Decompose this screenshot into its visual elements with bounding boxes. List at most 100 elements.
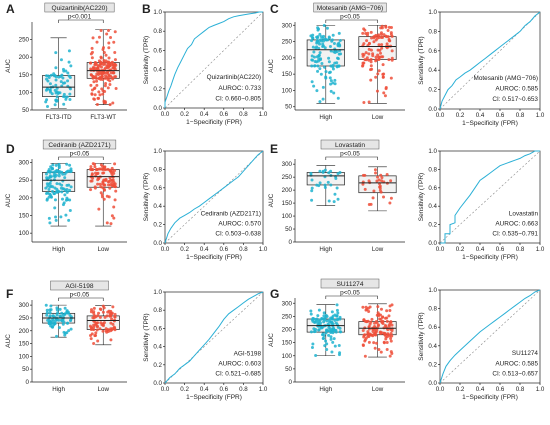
- data-point: [313, 59, 317, 63]
- data-point: [54, 99, 58, 103]
- data-point: [361, 182, 365, 186]
- data-point: [319, 72, 323, 76]
- data-point: [323, 344, 327, 348]
- y-tick-label: 50: [285, 366, 292, 373]
- data-point: [104, 53, 108, 57]
- significance-bracket: [58, 156, 104, 160]
- data-point: [93, 86, 97, 90]
- data-point: [94, 323, 98, 327]
- data-point: [68, 198, 72, 202]
- data-point: [364, 305, 368, 309]
- chance-diagonal: [439, 289, 541, 384]
- data-point: [331, 33, 335, 37]
- data-point: [45, 87, 49, 91]
- data-point: [390, 49, 394, 53]
- data-point: [90, 92, 94, 96]
- data-point: [97, 35, 101, 39]
- y-tick-label: 250: [19, 177, 30, 184]
- data-point: [52, 321, 56, 325]
- data-point: [379, 51, 383, 55]
- data-point: [390, 329, 394, 333]
- y-tick-label: 300: [19, 160, 30, 167]
- data-point: [97, 96, 101, 100]
- data-point: [112, 71, 116, 75]
- data-point: [361, 329, 365, 333]
- data-point: [381, 321, 385, 325]
- data-point: [367, 335, 371, 339]
- data-point: [363, 333, 367, 337]
- data-point: [112, 216, 116, 220]
- x-tick-label: 0.4: [200, 386, 209, 393]
- x-tick-label: 0.4: [476, 112, 485, 119]
- y-tick-label: 0.8: [428, 166, 437, 173]
- data-point: [383, 94, 387, 98]
- data-point: [54, 51, 58, 55]
- data-point: [327, 36, 331, 40]
- data-point: [310, 39, 314, 43]
- y-tick-label: 0.2: [153, 86, 162, 93]
- auroc-label: AUROC: 0.663: [495, 221, 538, 228]
- panel-letter: B: [142, 2, 151, 16]
- data-point: [109, 321, 113, 325]
- data-point: [113, 63, 117, 67]
- data-point: [382, 33, 386, 37]
- data-point: [67, 74, 71, 78]
- x-tick-label: High: [52, 246, 65, 253]
- box-group-2: [86, 162, 120, 227]
- data-point: [381, 315, 385, 319]
- data-point: [310, 58, 314, 62]
- data-point: [65, 162, 69, 166]
- data-point: [387, 37, 391, 41]
- y-tick-label: 0.6: [153, 185, 162, 192]
- data-point: [114, 86, 118, 90]
- data-point: [378, 48, 382, 52]
- x-tick-label: Low: [98, 386, 110, 393]
- box-group-2: [358, 24, 397, 104]
- data-point: [379, 317, 383, 321]
- data-point: [374, 75, 378, 79]
- data-point: [49, 73, 53, 77]
- data-point: [338, 44, 342, 48]
- data-point: [337, 31, 341, 35]
- drug-title-box: [320, 139, 380, 150]
- plot-frame: [439, 289, 541, 384]
- data-point: [377, 323, 381, 327]
- box-group-1: [42, 162, 76, 227]
- data-point: [47, 322, 51, 326]
- data-point: [98, 63, 102, 67]
- y-tick-label: 0.8: [153, 28, 162, 35]
- data-point: [101, 62, 105, 66]
- data-point: [69, 185, 73, 189]
- data-point: [101, 78, 105, 82]
- y-tick-label: 200: [282, 187, 293, 194]
- data-point: [55, 95, 59, 99]
- ci-label: CI: 0.503~0.638: [215, 231, 261, 238]
- data-point: [61, 172, 65, 176]
- data-point: [66, 311, 70, 315]
- data-point: [54, 173, 58, 177]
- data-point: [378, 185, 382, 189]
- data-point: [101, 46, 105, 50]
- data-point: [100, 71, 104, 75]
- x-tick-label: 0.6: [496, 112, 505, 119]
- data-point: [94, 171, 98, 175]
- data-point: [388, 354, 392, 358]
- y-tick-label: 0.0: [153, 380, 162, 387]
- significance-bracket: [58, 19, 104, 23]
- data-point: [381, 55, 385, 59]
- data-point: [336, 311, 340, 315]
- y-tick-label: 0.0: [153, 105, 162, 112]
- p-value-label: p<0.05: [340, 290, 360, 297]
- data-point: [100, 75, 104, 79]
- data-point: [56, 91, 60, 95]
- data-point: [376, 72, 380, 76]
- data-point: [325, 26, 329, 30]
- y-tick-label: 200: [282, 55, 293, 62]
- y-tick-label: 300: [282, 300, 293, 307]
- data-point: [321, 170, 325, 174]
- data-point: [90, 179, 94, 183]
- data-point: [314, 46, 318, 50]
- data-point: [44, 172, 48, 176]
- data-point: [48, 88, 52, 92]
- data-point: [330, 38, 334, 42]
